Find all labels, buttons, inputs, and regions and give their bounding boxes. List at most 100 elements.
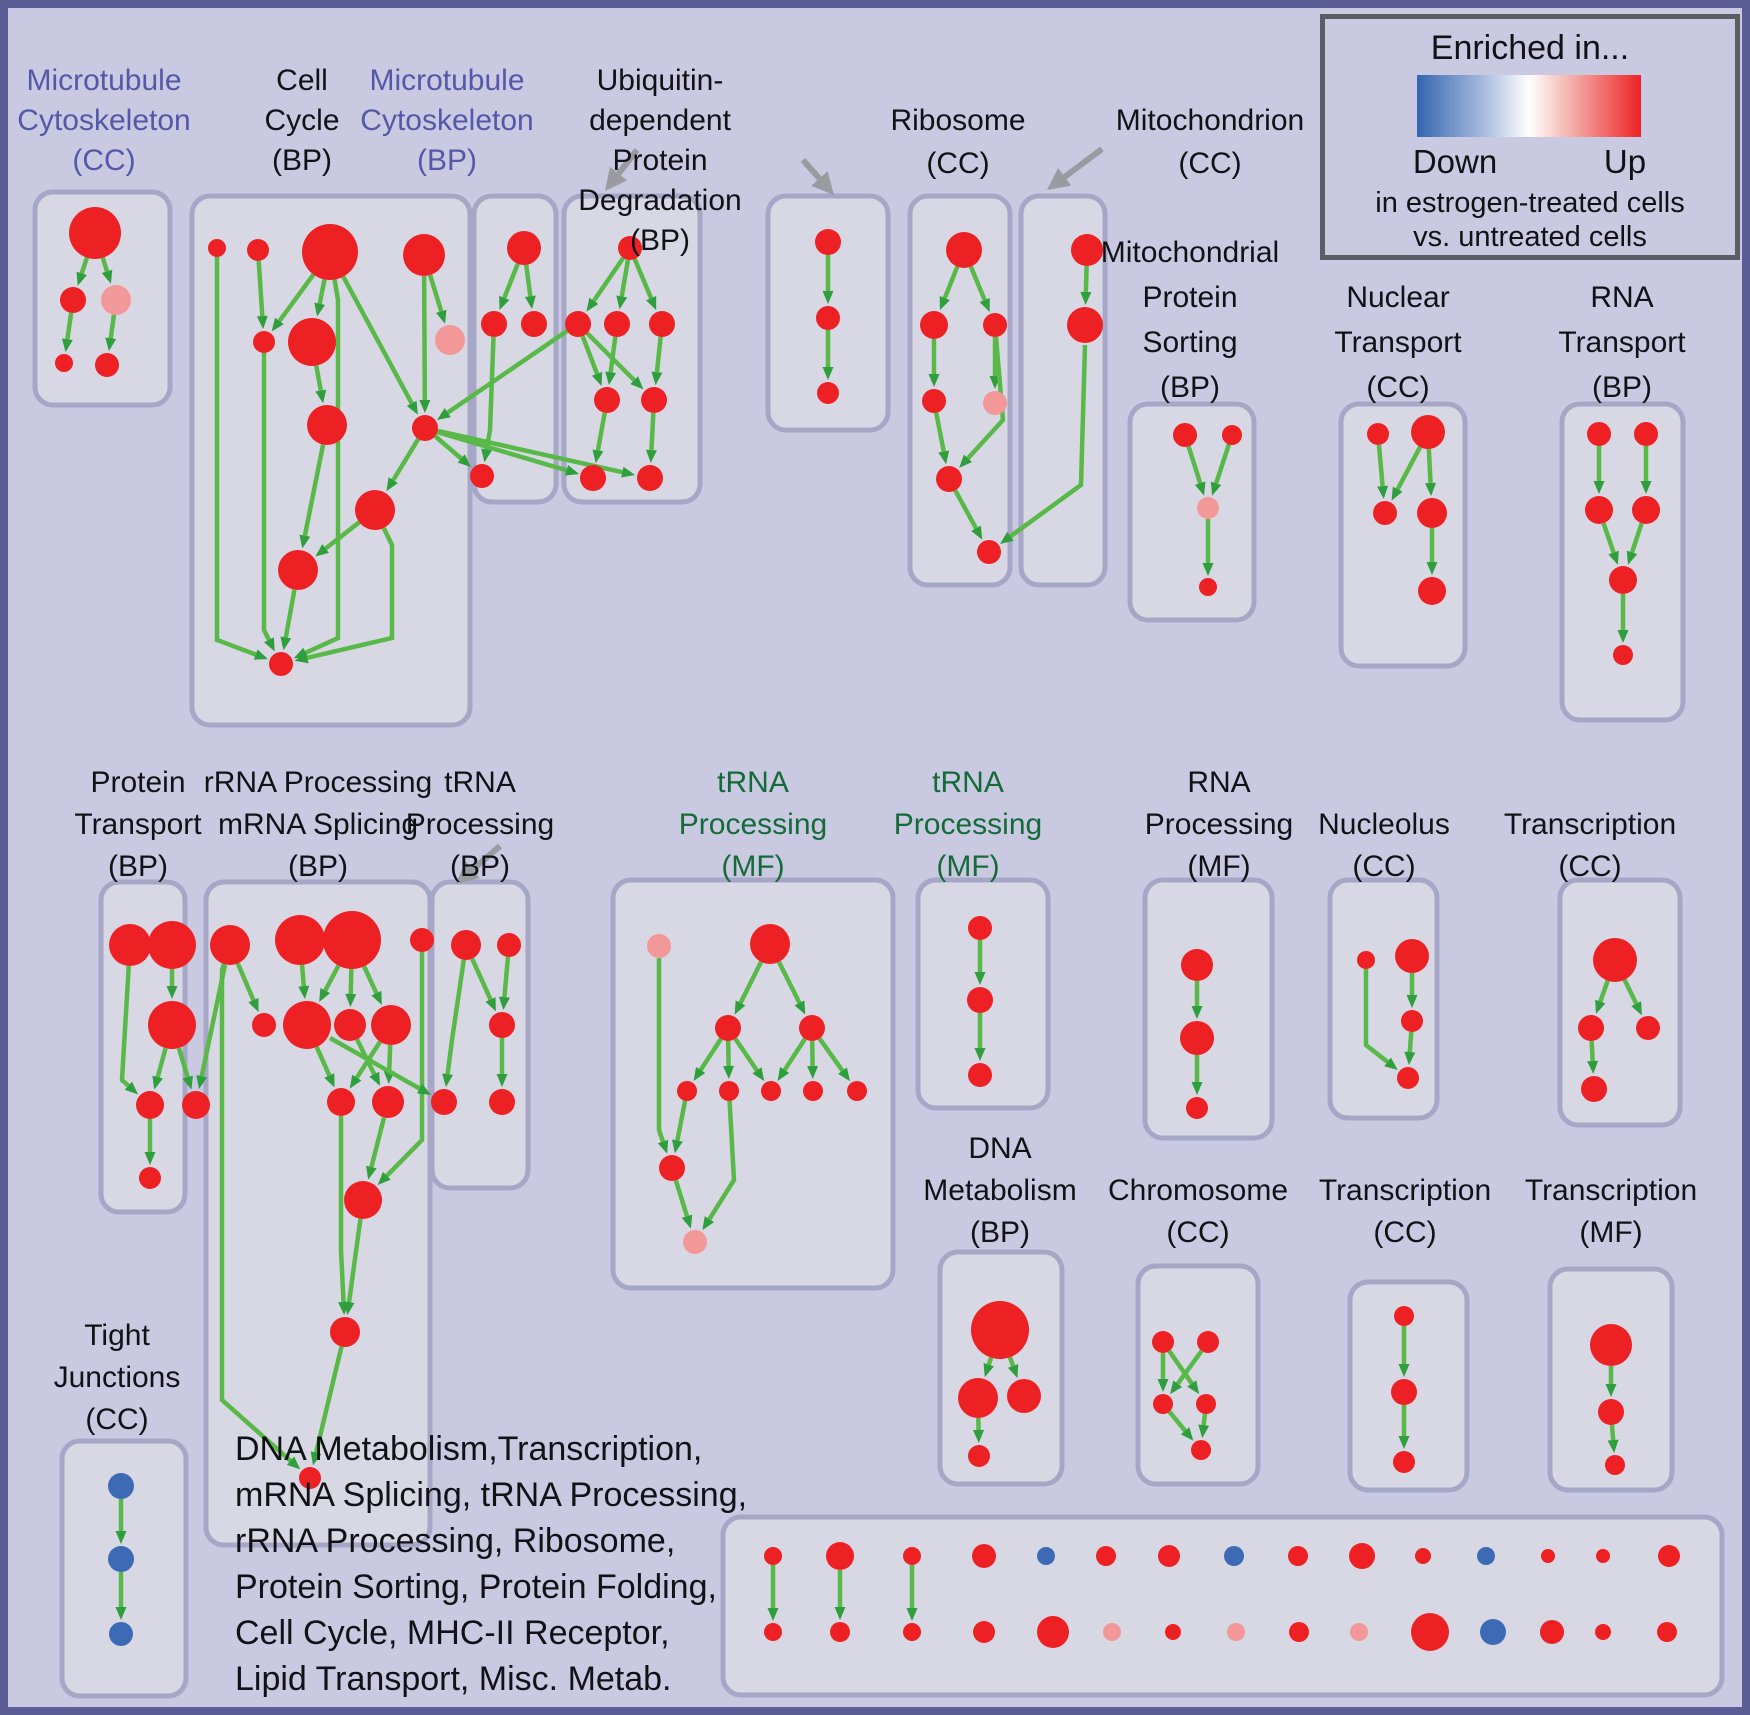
arrowhead-icon	[182, 1075, 193, 1090]
edge	[427, 274, 444, 312]
edge	[391, 437, 421, 482]
edge	[314, 1046, 332, 1077]
edge	[302, 444, 326, 537]
arrowhead-icon	[481, 448, 493, 463]
go-term-node	[299, 1467, 321, 1489]
arrowhead-icon	[906, 1608, 918, 1621]
cross-edge	[433, 434, 463, 461]
group-label-microtubule-cc: Microtubule Cytoskeleton (CC)	[17, 64, 190, 177]
edge	[214, 257, 257, 657]
arrowhead-icon	[1406, 995, 1418, 1008]
edge	[502, 262, 520, 299]
arrowhead-icon	[564, 465, 579, 476]
go-term-node	[1367, 423, 1389, 445]
go-term-node	[565, 311, 591, 337]
group-label-cell-cycle: Cell Cycle (BP)	[264, 64, 339, 177]
arrowhead-icon	[271, 317, 284, 332]
arrowhead-icon	[1607, 1439, 1619, 1454]
go-term-node	[148, 921, 196, 969]
go-term-node	[497, 933, 521, 957]
label-pointer-arrow-icon	[800, 158, 822, 181]
go-term-node	[983, 313, 1007, 337]
edge	[1609, 1424, 1616, 1441]
edge	[348, 968, 354, 995]
go-term-node	[269, 652, 293, 676]
go-term-node	[968, 916, 992, 940]
go-term-node	[148, 1001, 196, 1049]
footer-line: Cell Cycle, MHC-II Receptor,	[235, 1614, 670, 1652]
go-term-node	[1411, 1613, 1449, 1651]
go-term-node	[1401, 1010, 1423, 1032]
arrowhead-icon	[315, 389, 327, 404]
go-term-node	[109, 924, 151, 966]
arrowhead-icon	[807, 1065, 819, 1080]
arrowhead-icon	[1377, 485, 1389, 500]
go-term-node	[1173, 423, 1197, 447]
go-term-node	[958, 1378, 998, 1418]
group-label-nucleolus: Nucleolus (CC)	[1318, 808, 1450, 883]
edge	[649, 412, 656, 451]
edge	[341, 275, 414, 405]
edge	[386, 1044, 393, 1072]
go-term-node	[764, 1623, 782, 1641]
group-box-dna-metabolism	[937, 1249, 1065, 1487]
group-label-tight-junctions: Tight Junctions (CC)	[54, 1319, 181, 1436]
go-term-node	[1578, 1015, 1604, 1041]
go-term-node	[594, 387, 620, 413]
group-label-trna-mf-2: tRNA Processing (MF)	[894, 766, 1042, 883]
edge	[256, 260, 265, 317]
edge	[1395, 445, 1423, 491]
go-term-node	[307, 405, 347, 445]
arrowhead-icon	[1198, 1424, 1210, 1439]
arrowhead-icon	[1631, 1001, 1642, 1016]
arrowhead-icon	[524, 295, 536, 310]
edge	[1622, 978, 1639, 1005]
legend-title: Enriched in...	[1430, 29, 1630, 67]
group-label-rrna-mrna: rRNA Processing mRNA Splicing (BP)	[204, 766, 432, 883]
footer-line: Lipid Transport, Misc. Metab.	[235, 1660, 672, 1698]
cross-edge	[1009, 344, 1088, 539]
go-term-node	[1393, 1451, 1415, 1473]
edge	[445, 959, 467, 1075]
go-term-node	[815, 229, 841, 255]
arrowhead-icon	[345, 993, 357, 1008]
go-term-node	[371, 1005, 411, 1045]
go-term-node	[507, 231, 541, 265]
arrowhead-icon	[671, 1139, 683, 1154]
go-term-node	[618, 236, 642, 260]
edge	[580, 335, 600, 375]
edge	[235, 962, 256, 1002]
edge	[1083, 265, 1089, 293]
edge	[100, 257, 110, 273]
arrowhead-icon	[822, 367, 834, 380]
arrowhead-icon	[1000, 531, 1014, 544]
arrowhead-icon	[1605, 1384, 1617, 1397]
arrowhead-icon	[734, 1000, 746, 1015]
arrowhead-icon	[973, 1429, 985, 1444]
arrowhead-icon	[1404, 1051, 1416, 1066]
go-term-node	[1227, 1623, 1245, 1641]
edge	[608, 336, 618, 373]
go-term-node	[1541, 1549, 1555, 1563]
edge	[1601, 522, 1616, 554]
arrowhead-icon	[298, 985, 310, 1000]
edge	[1007, 1356, 1016, 1367]
arrowhead-icon	[752, 1067, 765, 1082]
group-label-ribosome: Ribosome (CC)	[890, 104, 1025, 180]
edge	[323, 964, 341, 992]
footer-line: rRNA Processing, Ribosome,	[235, 1522, 676, 1560]
arrowhead-icon	[152, 1075, 163, 1090]
edge	[968, 265, 987, 301]
arrowhead-icon	[1202, 563, 1214, 576]
go-term-node	[1609, 566, 1637, 594]
group-box-ubiquitin-left	[561, 193, 703, 505]
group-label-rna-processing-mf: RNA Processing (MF)	[1145, 766, 1293, 883]
edge	[776, 960, 802, 1004]
arrowhead-icon	[1593, 481, 1605, 494]
arrowhead-icon	[1210, 481, 1222, 496]
go-term-node	[1657, 1622, 1677, 1642]
arrowhead-icon	[938, 450, 950, 465]
go-term-node	[649, 311, 675, 337]
go-term-node	[1373, 501, 1397, 525]
